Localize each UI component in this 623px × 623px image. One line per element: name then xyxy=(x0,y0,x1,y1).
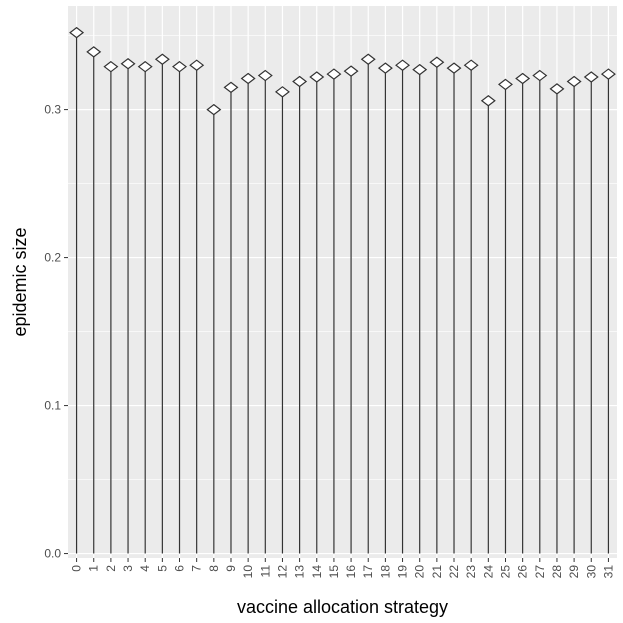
diamond-marker xyxy=(515,72,531,85)
x-tick-label: 5 xyxy=(155,565,169,572)
diamond-marker xyxy=(463,59,479,71)
diamond-marker xyxy=(326,68,342,80)
x-tick-label: 31 xyxy=(601,565,615,579)
x-tick-label: 26 xyxy=(516,565,530,579)
x-tick-label: 25 xyxy=(498,565,512,579)
x-axis-title: vaccine allocation strategy xyxy=(237,597,448,617)
diamond-marker xyxy=(206,103,222,116)
x-tick-label: 9 xyxy=(224,565,238,572)
x-tick-label: 10 xyxy=(241,565,255,579)
data-marks xyxy=(69,26,616,554)
diamond-marker xyxy=(309,71,325,83)
x-tick-label: 7 xyxy=(190,565,204,572)
x-tick-label: 15 xyxy=(327,565,341,579)
x-tick-label: 20 xyxy=(413,565,427,579)
y-tick-label: 0.0 xyxy=(44,547,61,561)
plot-panel xyxy=(68,6,617,558)
diamond-marker xyxy=(412,63,428,76)
x-tick-label: 16 xyxy=(344,565,358,579)
x-tick-label: 4 xyxy=(138,565,152,572)
x-tick-label: 22 xyxy=(447,565,461,579)
diamond-marker xyxy=(120,57,136,70)
x-tick-label: 23 xyxy=(464,565,478,579)
x-tick-label: 13 xyxy=(293,565,307,579)
x-axis: 0 1 2 3 4 5 6 7 8 9 10 11 12 13 14 15 16 17 18 19 20 21 22 23 24… xyxy=(70,558,615,579)
y-axis: 0.0 0.1 0.2 0.3 xyxy=(44,103,68,561)
diamond-marker xyxy=(292,75,308,88)
diamond-marker xyxy=(240,72,256,85)
x-tick-label: 30 xyxy=(584,565,598,579)
x-tick-label: 12 xyxy=(275,565,289,579)
x-tick-label: 3 xyxy=(121,565,135,572)
diamond-marker xyxy=(395,59,411,71)
x-tick-label: 21 xyxy=(430,565,444,579)
diamond-marker xyxy=(103,60,119,73)
x-tick-label: 18 xyxy=(378,565,392,579)
x-tick-label: 0 xyxy=(70,565,84,572)
diamond-marker xyxy=(274,86,290,98)
diamond-marker xyxy=(223,81,239,94)
x-tick-label: 27 xyxy=(533,565,547,579)
diamond-marker xyxy=(532,69,548,82)
diamond-marker xyxy=(549,83,565,95)
diamond-marker xyxy=(360,53,376,66)
diamond-marker xyxy=(172,60,187,73)
diamond-marker xyxy=(189,59,205,71)
diamond-marker xyxy=(154,53,170,66)
diamond-marker xyxy=(377,62,393,74)
x-tick-label: 2 xyxy=(104,565,118,572)
y-tick-label: 0.1 xyxy=(44,399,61,413)
diamond-marker xyxy=(600,68,616,80)
x-tick-label: 17 xyxy=(361,565,375,579)
x-tick-label: 14 xyxy=(310,565,324,579)
x-tick-label: 11 xyxy=(258,565,272,578)
diamond-marker xyxy=(446,62,462,74)
diamond-marker xyxy=(583,71,599,83)
diamond-marker xyxy=(69,26,85,39)
diamond-marker xyxy=(257,69,273,82)
diamond-marker xyxy=(343,65,359,77)
x-tick-label: 19 xyxy=(396,565,410,579)
diamond-marker xyxy=(137,60,153,73)
diamond-marker xyxy=(498,78,513,91)
diamond-marker xyxy=(86,46,102,58)
x-tick-label: 8 xyxy=(207,565,221,572)
diamond-marker xyxy=(429,56,445,68)
x-tick-label: 28 xyxy=(550,565,564,579)
x-tick-label: 1 xyxy=(87,565,101,572)
x-tick-label: 29 xyxy=(567,565,581,579)
x-tick-label: 24 xyxy=(481,565,495,579)
y-tick-label: 0.2 xyxy=(44,251,61,265)
x-tick-label: 6 xyxy=(173,565,187,572)
diamond-marker xyxy=(566,75,582,88)
y-tick-label: 0.3 xyxy=(44,103,61,117)
y-axis-title: epidemic size xyxy=(10,227,30,336)
diamond-marker xyxy=(480,94,496,107)
